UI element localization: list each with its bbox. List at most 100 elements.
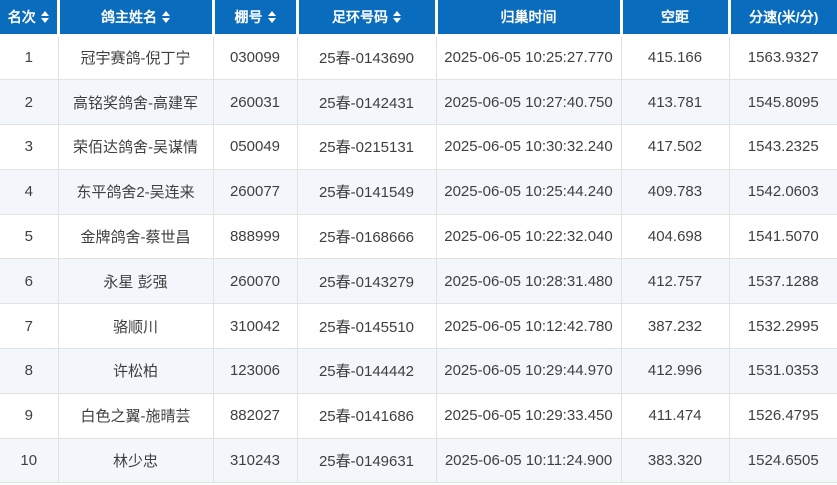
cell-return-time: 2025-06-05 10:22:32.040	[435, 213, 622, 260]
cell-return-time: 2025-06-05 10:12:42.780	[435, 303, 622, 350]
sort-icon	[393, 11, 401, 24]
column-header-loft-number[interactable]: 棚号	[213, 0, 299, 37]
cell-owner-name: 林少忠	[57, 437, 214, 484]
cell-rank: 7	[0, 303, 59, 350]
cell-owner-name: 许松柏	[57, 348, 214, 394]
table-header: 名次 鸽主姓名 棚号 足环号码 归巢时间 空距 分速(米/分)	[0, 0, 837, 37]
cell-ring-number: 25春-0142431	[296, 79, 437, 126]
cell-return-time: 2025-06-05 10:11:24.900	[435, 437, 622, 484]
cell-rank: 2	[0, 79, 59, 126]
cell-owner-name: 高铭奖鸽舍-高建军	[57, 79, 214, 126]
cell-return-time: 2025-06-05 10:28:31.480	[435, 258, 622, 305]
cell-rank: 9	[0, 392, 59, 439]
cell-rank: 5	[0, 213, 59, 260]
table-row: 7 骆顺川 310042 25春-0145510 2025-06-05 10:12:42…	[0, 303, 837, 350]
cell-ring-number: 25春-0144442	[296, 348, 437, 394]
cell-rank: 3	[0, 124, 59, 170]
cell-owner-name: 骆顺川	[57, 303, 214, 350]
cell-owner-name: 永星 彭强	[57, 258, 214, 305]
column-header-distance: 空距	[621, 0, 731, 37]
cell-return-time: 2025-06-05 10:25:27.770	[435, 35, 622, 81]
cell-distance: 387.232	[620, 303, 730, 350]
table-row: 2 高铭奖鸽舍-高建军 260031 25春-0142431 2025-06-05 10…	[0, 79, 837, 126]
cell-ring-number: 25春-0168666	[296, 213, 437, 260]
cell-ring-number: 25春-0143690	[296, 35, 437, 81]
cell-owner-name: 冠宇赛鸽-倪丁宁	[57, 35, 214, 81]
cell-speed: 1537.1288	[728, 258, 837, 305]
cell-speed: 1563.9327	[728, 35, 837, 81]
column-header-rank[interactable]: 名次	[0, 0, 60, 37]
cell-owner-name: 白色之翼-施晴芸	[57, 392, 214, 439]
cell-loft-number: 882027	[212, 392, 298, 439]
cell-loft-number: 050049	[212, 124, 298, 170]
column-label-rank: 名次	[7, 8, 36, 25]
cell-loft-number: 310243	[212, 437, 298, 484]
cell-speed: 1531.0353	[728, 348, 837, 394]
cell-loft-number: 030099	[212, 35, 298, 81]
cell-speed: 1541.5070	[728, 213, 837, 260]
table-row: 3 荣佰达鸽舍-吴谋情 050049 25春-0215131 2025-06-05 10…	[0, 124, 837, 170]
column-header-ring-number[interactable]: 足环号码	[297, 0, 438, 37]
cell-ring-number: 25春-0141549	[296, 168, 437, 215]
column-header-owner-name[interactable]: 鸽主姓名	[58, 0, 215, 37]
cell-ring-number: 25春-0145510	[296, 303, 437, 350]
cell-loft-number: 888999	[212, 213, 298, 260]
cell-owner-name: 金牌鸽舍-蔡世昌	[57, 213, 214, 260]
table-row: 4 东平鸽舍2-吴连来 260077 25春-0141549 2025-06-05 10…	[0, 168, 837, 215]
table-row: 5 金牌鸽舍-蔡世昌 888999 25春-0168666 2025-06-05 10:…	[0, 213, 837, 260]
cell-distance: 383.320	[620, 437, 730, 484]
cell-distance: 413.781	[620, 79, 730, 126]
table-row: 1 冠宇赛鸽-倪丁宁 030099 25春-0143690 2025-06-05 10:…	[0, 35, 837, 81]
cell-speed: 1532.2995	[728, 303, 837, 350]
cell-distance: 409.783	[620, 168, 730, 215]
table-row: 6 永星 彭强 260070 25春-0143279 2025-06-05 10:28:…	[0, 258, 837, 305]
header-row: 名次 鸽主姓名 棚号 足环号码 归巢时间 空距 分速(米/分)	[0, 0, 837, 37]
cell-rank: 6	[0, 258, 59, 305]
cell-distance: 412.996	[620, 348, 730, 394]
cell-speed: 1542.0603	[728, 168, 837, 215]
cell-rank: 8	[0, 348, 59, 394]
cell-owner-name: 东平鸽舍2-吴连来	[57, 168, 214, 215]
cell-ring-number: 25春-0143279	[296, 258, 437, 305]
column-label-ring-number: 足环号码	[332, 8, 388, 25]
cell-rank: 10	[0, 437, 59, 484]
cell-ring-number: 25春-0141686	[296, 392, 437, 439]
cell-ring-number: 25春-0215131	[296, 124, 437, 170]
cell-return-time: 2025-06-05 10:25:44.240	[435, 168, 622, 215]
cell-return-time: 2025-06-05 10:30:32.240	[435, 124, 622, 170]
cell-distance: 411.474	[620, 392, 730, 439]
table-body: 1 冠宇赛鸽-倪丁宁 030099 25春-0143690 2025-06-05 10:…	[0, 35, 837, 484]
cell-speed: 1543.2325	[728, 124, 837, 170]
column-header-speed: 分速(米/分)	[729, 0, 837, 37]
sort-icon	[40, 11, 49, 24]
column-label-speed: 分速(米/分)	[749, 8, 819, 25]
table-row: 8 许松柏 123006 25春-0144442 2025-06-05 10:29:44…	[0, 348, 837, 394]
cell-loft-number: 260031	[212, 79, 298, 126]
column-label-return-time: 归巢时间	[500, 8, 557, 25]
cell-loft-number: 310042	[212, 303, 298, 350]
cell-distance: 412.757	[620, 258, 730, 305]
column-label-distance: 空距	[661, 8, 689, 25]
table-row: 10 林少忠 310243 25春-0149631 2025-06-05 10:11:2…	[0, 437, 837, 484]
cell-loft-number: 123006	[212, 348, 298, 394]
sort-icon	[267, 11, 276, 24]
table-row: 9 白色之翼-施晴芸 882027 25春-0141686 2025-06-05 10:…	[0, 392, 837, 439]
cell-rank: 4	[0, 168, 59, 215]
cell-return-time: 2025-06-05 10:29:33.450	[435, 392, 622, 439]
cell-distance: 404.698	[620, 213, 730, 260]
cell-loft-number: 260070	[212, 258, 298, 305]
cell-speed: 1526.4795	[728, 392, 837, 439]
cell-speed: 1545.8095	[728, 79, 837, 126]
column-label-loft-number: 棚号	[234, 8, 263, 25]
cell-return-time: 2025-06-05 10:29:44.970	[435, 348, 622, 394]
cell-owner-name: 荣佰达鸽舍-吴谋情	[57, 124, 214, 170]
sort-icon	[162, 11, 170, 24]
cell-ring-number: 25春-0149631	[296, 437, 437, 484]
cell-return-time: 2025-06-05 10:27:40.750	[435, 79, 622, 126]
cell-speed: 1524.6505	[728, 437, 837, 484]
cell-loft-number: 260077	[212, 168, 298, 215]
cell-rank: 1	[0, 35, 59, 81]
column-header-return-time: 归巢时间	[436, 0, 623, 37]
